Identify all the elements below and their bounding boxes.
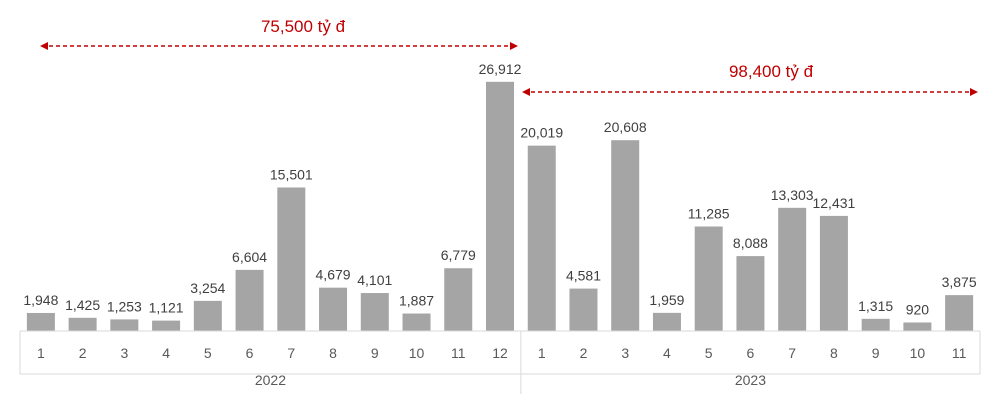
x-tick-label-18: 7 (788, 345, 796, 361)
value-label-20: 1,315 (858, 298, 893, 314)
value-label-3: 1,121 (149, 300, 184, 316)
value-label-15: 1,959 (649, 292, 684, 308)
x-tick-label-22: 11 (952, 345, 967, 361)
x-tick-label-9: 10 (409, 345, 425, 361)
value-label-13: 4,581 (566, 268, 601, 284)
value-label-14: 20,608 (604, 119, 647, 135)
value-label-5: 6,604 (232, 249, 267, 265)
value-label-0: 1,948 (23, 292, 58, 308)
bar-1 (68, 317, 97, 331)
bar-10 (444, 268, 473, 331)
annotations-layer: 75,500 tỷ đ 98,400 tỷ đ (40, 17, 978, 96)
x-tick-label-5: 6 (246, 345, 254, 361)
x-tick-label-11: 12 (492, 345, 508, 361)
x-tick-label-4: 5 (204, 345, 212, 361)
bar-19 (819, 215, 848, 331)
bar-17 (736, 256, 765, 331)
value-label-10: 6,779 (441, 247, 476, 263)
bar-7 (319, 287, 348, 331)
bar-21 (903, 322, 932, 331)
bar-20 (861, 318, 890, 331)
x-tick-label-15: 4 (663, 345, 671, 361)
x-tick-label-21: 10 (910, 345, 926, 361)
value-label-1: 1,425 (65, 297, 100, 313)
x-tick-label-17: 6 (747, 345, 755, 361)
x-tick-label-1: 2 (79, 345, 87, 361)
x-tick-label-6: 7 (287, 345, 295, 361)
bar-15 (652, 312, 681, 331)
bar-11 (486, 81, 514, 331)
bar-0 (26, 312, 55, 331)
x-tick-label-19: 8 (830, 345, 838, 361)
value-label-17: 8,088 (733, 235, 768, 251)
x-tick-label-12: 1 (538, 345, 546, 361)
group-label-2023: 2023 (735, 372, 766, 388)
value-label-2: 1,253 (107, 298, 142, 314)
bar-5 (235, 269, 264, 331)
bar-3 (152, 320, 181, 331)
annotation-label-0: 75,500 tỷ đ (261, 17, 346, 36)
bar-12 (527, 145, 556, 331)
annotation-label-1: 98,400 tỷ đ (729, 62, 814, 81)
x-tick-label-2: 3 (120, 345, 128, 361)
x-tick-label-3: 4 (162, 345, 170, 361)
bar-2 (110, 319, 139, 331)
x-tick-label-0: 1 (37, 345, 45, 361)
value-label-8: 4,101 (357, 272, 392, 288)
bar-9 (402, 313, 431, 331)
value-label-18: 13,303 (771, 187, 814, 203)
x-tick-label-14: 3 (621, 345, 629, 361)
x-tick-label-20: 9 (872, 345, 880, 361)
bars-layer: 1,948 1,425 1,253 1,121 3,254 6,604 15,501 4,67… (23, 61, 977, 331)
x-tick-label-13: 2 (580, 345, 588, 361)
value-label-21: 920 (906, 301, 930, 317)
value-label-7: 4,679 (316, 267, 351, 283)
bar-8 (360, 293, 389, 331)
value-label-4: 3,254 (190, 280, 225, 296)
value-label-19: 12,431 (812, 195, 855, 211)
bar-13 (569, 288, 598, 331)
x-tick-label-16: 5 (705, 345, 713, 361)
value-label-22: 3,875 (942, 274, 977, 290)
value-label-11: 26,912 (479, 61, 522, 77)
x-tick-label-7: 8 (329, 345, 337, 361)
bar-4 (193, 300, 222, 331)
value-label-16: 11,285 (688, 206, 730, 222)
value-label-9: 1,887 (399, 293, 434, 309)
group-label-2022: 2022 (255, 372, 286, 388)
bar-22 (945, 295, 974, 331)
x-tick-label-8: 9 (371, 345, 379, 361)
bar-14 (611, 140, 640, 331)
x-tick-label-10: 11 (451, 345, 466, 361)
bar-6 (277, 187, 306, 331)
value-label-6: 15,501 (270, 166, 313, 182)
bar-18 (778, 207, 807, 331)
value-label-12: 20,019 (520, 125, 563, 141)
bar-16 (694, 226, 723, 331)
